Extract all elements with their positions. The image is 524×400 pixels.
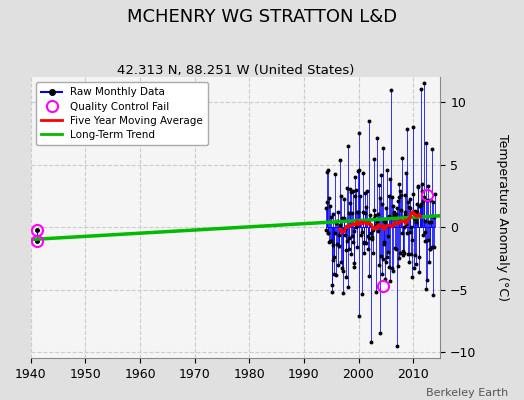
Legend: Raw Monthly Data, Quality Control Fail, Five Year Moving Average, Long-Term Tren: Raw Monthly Data, Quality Control Fail, …	[36, 82, 209, 145]
Text: Berkeley Earth: Berkeley Earth	[426, 388, 508, 398]
Text: MCHENRY WG STRATTON L&D: MCHENRY WG STRATTON L&D	[127, 8, 397, 26]
Y-axis label: Temperature Anomaly (°C): Temperature Anomaly (°C)	[496, 134, 509, 301]
Title: 42.313 N, 88.251 W (United States): 42.313 N, 88.251 W (United States)	[117, 64, 354, 77]
